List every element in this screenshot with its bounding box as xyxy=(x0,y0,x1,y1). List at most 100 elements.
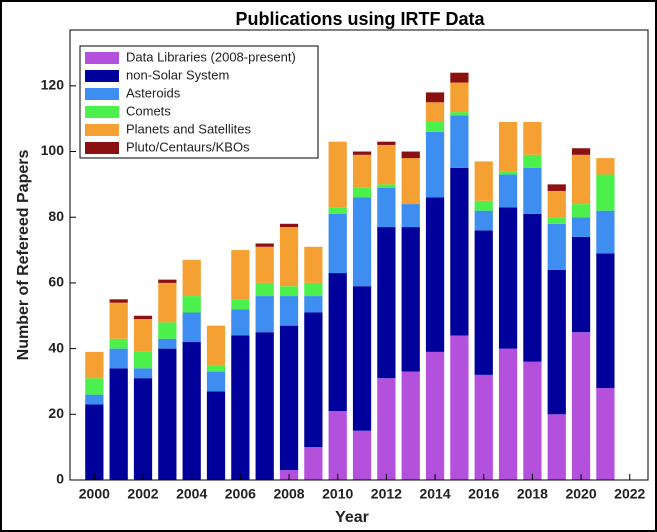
bar-segment xyxy=(498,171,518,175)
bar-segment xyxy=(547,414,566,480)
bar-segment xyxy=(231,299,250,310)
bar-segment xyxy=(523,167,542,214)
legend-label: Comets xyxy=(126,103,171,118)
x-tick-label: 2000 xyxy=(79,486,110,502)
bar-segment xyxy=(133,315,153,320)
bar-segment xyxy=(206,391,226,480)
x-axis-label: Year xyxy=(335,509,369,526)
bar-segment xyxy=(255,243,274,247)
bar-segment xyxy=(474,374,493,480)
bar-segment xyxy=(498,121,518,172)
bar-segment xyxy=(571,204,591,218)
bar-segment xyxy=(304,296,323,313)
bar-segment xyxy=(596,253,615,389)
legend-label: non-Solar System xyxy=(126,67,229,82)
y-tick-label: 20 xyxy=(48,405,64,421)
bar-segment xyxy=(206,365,226,372)
bar-segment xyxy=(377,187,396,228)
bar-segment xyxy=(425,92,445,103)
bar-segment xyxy=(328,273,347,412)
x-tick-label: 2020 xyxy=(565,486,596,502)
bar-segment xyxy=(182,312,201,343)
legend-swatch xyxy=(85,106,119,118)
bar-segment xyxy=(158,348,177,480)
bar-segment xyxy=(571,236,591,333)
bar-segment xyxy=(425,121,445,132)
bar-segment xyxy=(109,338,128,349)
bar-segment xyxy=(498,207,518,349)
chart-title: Publications using IRTF Data xyxy=(235,9,485,29)
bar-segment xyxy=(596,158,615,175)
bar-segment xyxy=(474,200,493,211)
bar-segment xyxy=(109,348,128,369)
bar-segment xyxy=(425,131,445,198)
bar-segment xyxy=(304,282,323,297)
bar-segment xyxy=(255,282,274,297)
bar-segment xyxy=(377,184,396,188)
bar-segment xyxy=(425,102,445,122)
bar-segment xyxy=(158,322,177,339)
legend-box xyxy=(79,45,319,159)
y-tick-label: 100 xyxy=(41,142,65,158)
bar-segment xyxy=(352,430,372,480)
y-tick-label: 0 xyxy=(56,471,64,487)
bar-segment xyxy=(304,246,323,283)
y-tick-label: 80 xyxy=(48,208,64,224)
bar-segment xyxy=(206,325,226,366)
bar-segment xyxy=(377,141,396,145)
bar-segment xyxy=(255,332,274,480)
bar-segment xyxy=(109,302,128,339)
bar-segment xyxy=(474,210,493,231)
bar-segment xyxy=(109,299,128,303)
bar-segment xyxy=(231,309,250,336)
bar-segment xyxy=(279,296,299,326)
bar-segment xyxy=(279,223,299,228)
y-axis-label: Number of Refereed Papers xyxy=(15,150,32,361)
bar-segment xyxy=(85,394,104,405)
bar-segment xyxy=(498,348,518,480)
legend-swatch xyxy=(85,142,119,154)
bar-segment xyxy=(352,154,372,188)
bar-segment xyxy=(547,223,566,270)
bar-segment xyxy=(450,112,469,116)
bar-segment xyxy=(231,250,250,300)
bar-segment xyxy=(352,286,372,431)
bar-segment xyxy=(377,144,396,185)
bar-segment xyxy=(596,210,615,254)
bar-segment xyxy=(571,154,591,205)
bar-segment xyxy=(255,296,274,333)
bar-segment xyxy=(182,259,201,297)
bar-segment xyxy=(596,388,615,480)
bar-segment xyxy=(450,72,469,83)
x-tick-label: 2008 xyxy=(273,486,304,502)
bar-segment xyxy=(133,378,153,480)
bar-segment xyxy=(523,361,542,480)
bar-segment xyxy=(231,335,250,480)
bar-segment xyxy=(328,411,347,480)
bar-segment xyxy=(158,338,177,349)
bar-segment xyxy=(547,190,566,218)
bar-segment xyxy=(474,161,493,201)
bar-segment xyxy=(523,121,542,155)
bar-segment xyxy=(279,286,299,297)
bar-segment xyxy=(304,447,323,480)
bar-segment xyxy=(401,204,420,228)
bar-segment xyxy=(401,151,420,159)
legend-label: Pluto/Centaurs/KBOs xyxy=(126,139,250,154)
x-tick-label: 2014 xyxy=(419,486,450,502)
bar-segment xyxy=(109,368,128,480)
bar-segment xyxy=(450,82,469,113)
bar-segment xyxy=(450,335,469,480)
bar-segment xyxy=(450,115,469,168)
legend-label: Planets and Satellites xyxy=(126,121,252,136)
legend-label: Asteroids xyxy=(126,85,181,100)
bar-segment xyxy=(279,227,299,287)
bar-segment xyxy=(401,158,420,205)
bar-segment xyxy=(182,296,201,313)
legend-swatch xyxy=(85,70,119,82)
bar-segment xyxy=(474,230,493,375)
bar-segment xyxy=(547,184,566,191)
bar-segment xyxy=(401,227,420,372)
bar-segment xyxy=(547,269,566,415)
bar-segment xyxy=(571,217,591,237)
